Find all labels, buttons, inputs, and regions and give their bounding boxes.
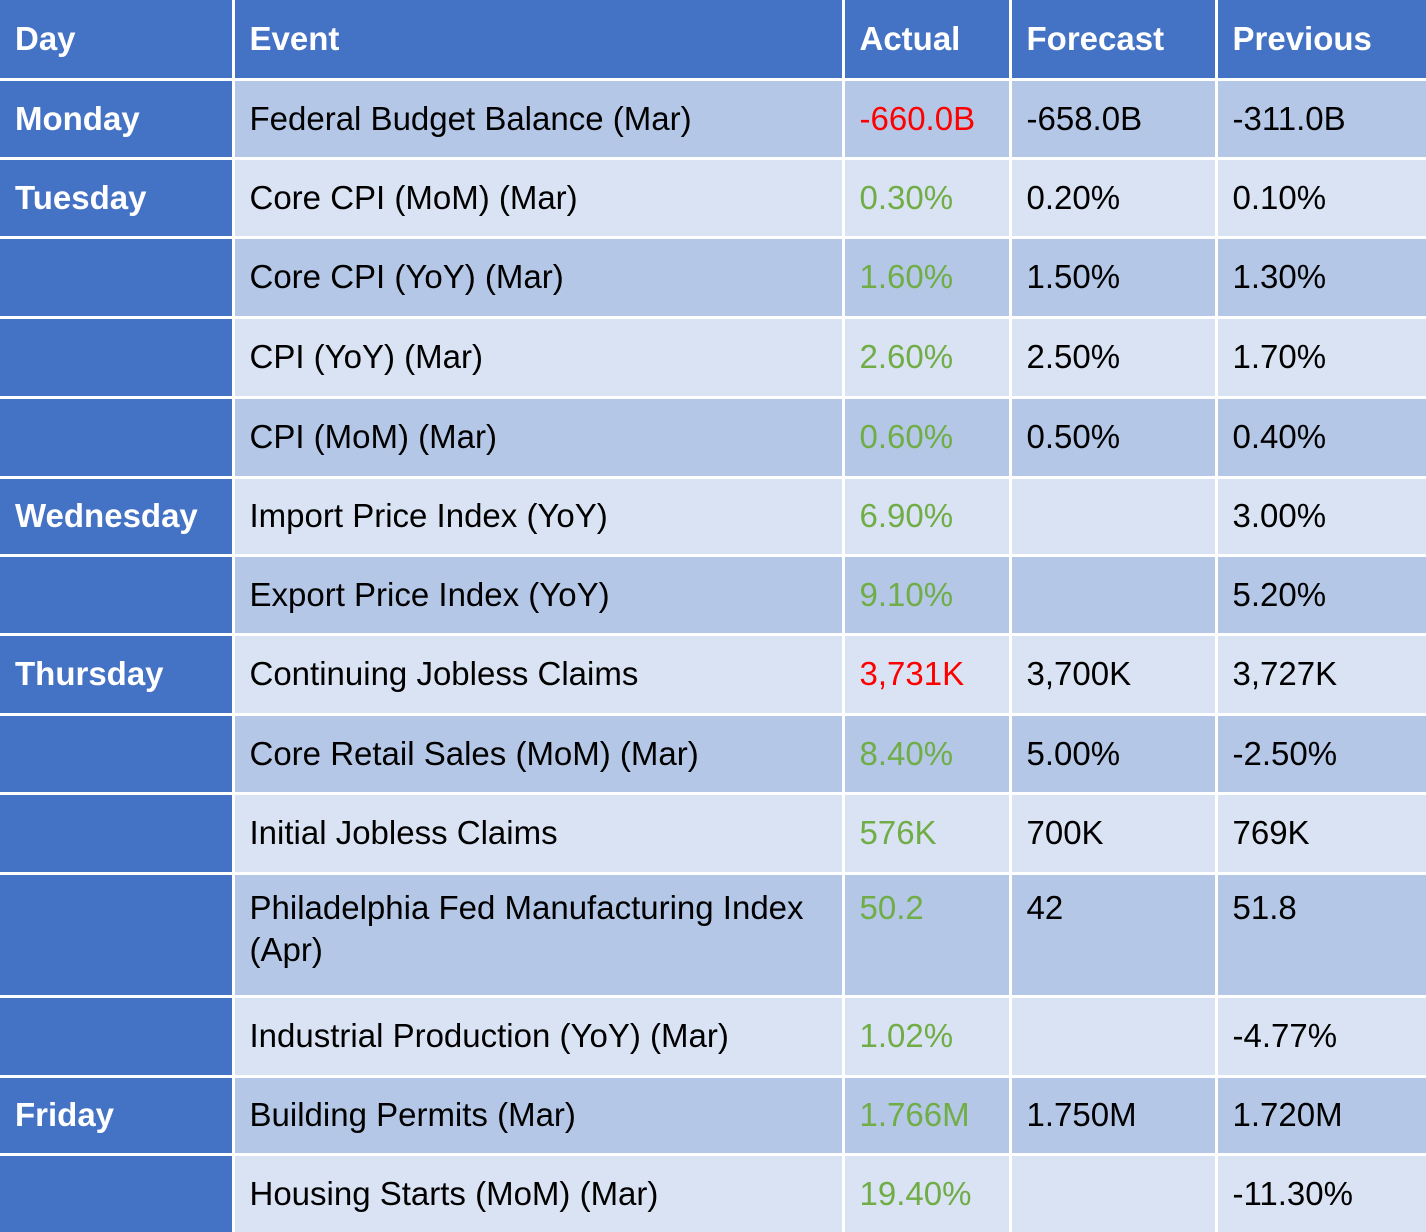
previous-cell: 3.00% — [1214, 475, 1426, 557]
day-cell — [0, 235, 235, 319]
day-cell: Tuesday — [0, 156, 235, 239]
actual-cell: 1.766M — [841, 1074, 1012, 1156]
actual-cell: 19.40% — [841, 1152, 1012, 1232]
event-cell: Continuing Jobless Claims — [231, 632, 845, 716]
previous-cell: -4.77% — [1214, 994, 1426, 1078]
day-cell — [0, 553, 235, 636]
table-row: Monday Federal Budget Balance (Mar) -660… — [0, 77, 1426, 160]
header-event: Event — [231, 0, 845, 81]
actual-cell: 0.30% — [841, 156, 1012, 239]
event-cell: Industrial Production (YoY) (Mar) — [231, 994, 845, 1078]
header-forecast: Forecast — [1008, 0, 1218, 81]
previous-cell: 51.8 — [1214, 871, 1426, 998]
event-cell: Building Permits (Mar) — [231, 1074, 845, 1156]
event-cell: Housing Starts (MoM) (Mar) — [231, 1152, 845, 1232]
event-cell: Core CPI (YoY) (Mar) — [231, 235, 845, 319]
actual-cell: 1.02% — [841, 994, 1012, 1078]
forecast-cell — [1008, 1152, 1218, 1232]
actual-cell: 3,731K — [841, 632, 1012, 716]
day-cell: Thursday — [0, 632, 235, 716]
previous-cell: -2.50% — [1214, 712, 1426, 795]
table-row: Thursday Continuing Jobless Claims 3,731… — [0, 632, 1426, 716]
forecast-cell: 3,700K — [1008, 632, 1218, 716]
event-cell: Philadelphia Fed Manufacturing Index (Ap… — [231, 871, 845, 998]
previous-cell: 5.20% — [1214, 553, 1426, 636]
table-row: Housing Starts (MoM) (Mar) 19.40% -11.30… — [0, 1152, 1426, 1232]
forecast-cell — [1008, 553, 1218, 636]
actual-cell: 2.60% — [841, 315, 1012, 399]
event-cell: Export Price Index (YoY) — [231, 553, 845, 636]
previous-cell: 0.40% — [1214, 395, 1426, 479]
header-row: Day Event Actual Forecast Previous — [0, 0, 1426, 81]
forecast-cell: 42 — [1008, 871, 1218, 998]
actual-cell: 50.2 — [841, 871, 1012, 998]
actual-cell: 0.60% — [841, 395, 1012, 479]
table-row: Industrial Production (YoY) (Mar) 1.02% … — [0, 994, 1426, 1078]
table-row: CPI (YoY) (Mar) 2.60% 2.50% 1.70% — [0, 315, 1426, 399]
forecast-cell: -658.0B — [1008, 77, 1218, 160]
actual-cell: 1.60% — [841, 235, 1012, 319]
day-cell — [0, 712, 235, 795]
day-cell — [0, 791, 235, 875]
event-cell: CPI (MoM) (Mar) — [231, 395, 845, 479]
previous-cell: 769K — [1214, 791, 1426, 875]
forecast-cell: 2.50% — [1008, 315, 1218, 399]
event-cell: Core CPI (MoM) (Mar) — [231, 156, 845, 239]
header-previous: Previous — [1214, 0, 1426, 81]
forecast-cell: 5.00% — [1008, 712, 1218, 795]
day-cell — [0, 871, 235, 998]
event-cell: CPI (YoY) (Mar) — [231, 315, 845, 399]
forecast-cell: 700K — [1008, 791, 1218, 875]
table-row: Philadelphia Fed Manufacturing Index (Ap… — [0, 871, 1426, 998]
previous-cell: -11.30% — [1214, 1152, 1426, 1232]
previous-cell: 1.70% — [1214, 315, 1426, 399]
table-row: Tuesday Core CPI (MoM) (Mar) 0.30% 0.20%… — [0, 156, 1426, 239]
actual-cell: 8.40% — [841, 712, 1012, 795]
event-cell: Initial Jobless Claims — [231, 791, 845, 875]
table-row: Core Retail Sales (MoM) (Mar) 8.40% 5.00… — [0, 712, 1426, 795]
day-cell: Friday — [0, 1074, 235, 1156]
previous-cell: 3,727K — [1214, 632, 1426, 716]
day-cell — [0, 1152, 235, 1232]
day-cell — [0, 395, 235, 479]
table-row: Core CPI (YoY) (Mar) 1.60% 1.50% 1.30% — [0, 235, 1426, 319]
day-cell — [0, 994, 235, 1078]
actual-cell: 576K — [841, 791, 1012, 875]
day-cell — [0, 315, 235, 399]
actual-cell: 6.90% — [841, 475, 1012, 557]
table-row: Friday Building Permits (Mar) 1.766M 1.7… — [0, 1074, 1426, 1156]
actual-cell: 9.10% — [841, 553, 1012, 636]
forecast-cell: 1.750M — [1008, 1074, 1218, 1156]
table-row: CPI (MoM) (Mar) 0.60% 0.50% 0.40% — [0, 395, 1426, 479]
day-cell: Monday — [0, 77, 235, 160]
event-cell: Core Retail Sales (MoM) (Mar) — [231, 712, 845, 795]
forecast-cell — [1008, 994, 1218, 1078]
header-actual: Actual — [841, 0, 1012, 81]
forecast-cell: 1.50% — [1008, 235, 1218, 319]
table-row: Initial Jobless Claims 576K 700K 769K — [0, 791, 1426, 875]
table-row: Export Price Index (YoY) 9.10% 5.20% — [0, 553, 1426, 636]
previous-cell: 0.10% — [1214, 156, 1426, 239]
day-cell: Wednesday — [0, 475, 235, 557]
previous-cell: 1.30% — [1214, 235, 1426, 319]
forecast-cell — [1008, 475, 1218, 557]
header-day: Day — [0, 0, 235, 81]
event-cell: Import Price Index (YoY) — [231, 475, 845, 557]
actual-cell: -660.0B — [841, 77, 1012, 160]
event-cell: Federal Budget Balance (Mar) — [231, 77, 845, 160]
forecast-cell: 0.20% — [1008, 156, 1218, 239]
previous-cell: 1.720M — [1214, 1074, 1426, 1156]
table-row: Wednesday Import Price Index (YoY) 6.90%… — [0, 475, 1426, 557]
forecast-cell: 0.50% — [1008, 395, 1218, 479]
previous-cell: -311.0B — [1214, 77, 1426, 160]
